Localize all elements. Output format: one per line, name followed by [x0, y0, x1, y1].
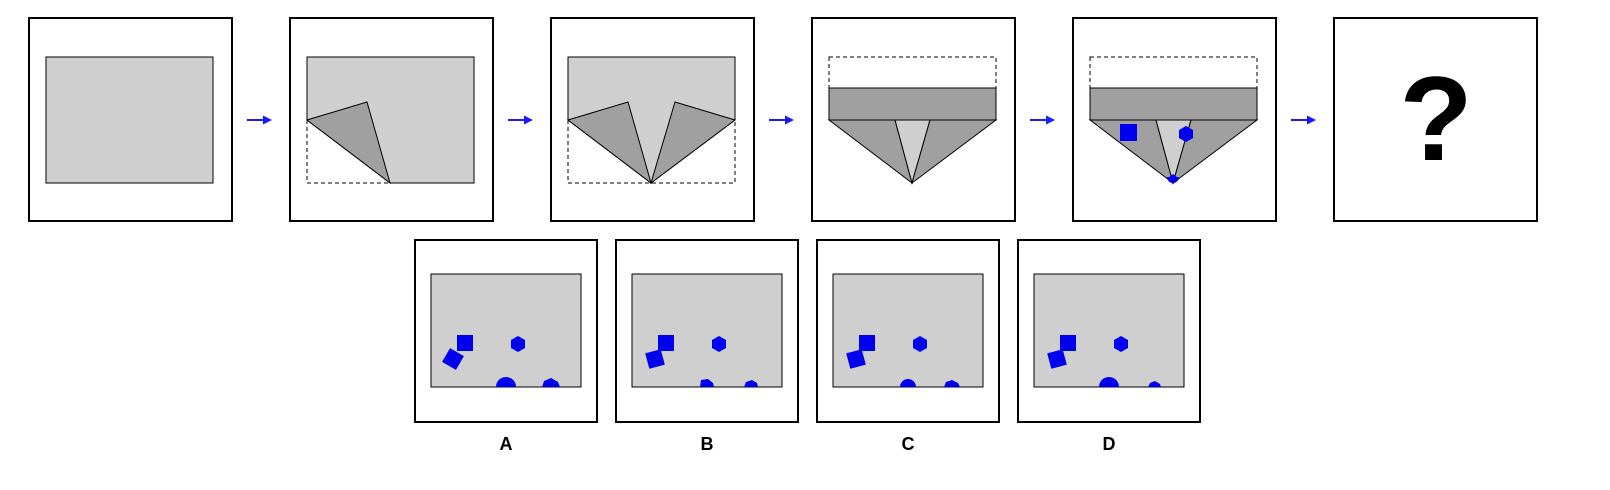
arrow-right-icon [769, 115, 794, 125]
folded-flap-left [566, 101, 652, 185]
punch-circle-icon [1168, 174, 1178, 182]
hexagon-half-icon [542, 378, 560, 387]
square-rotated-icon [846, 349, 866, 369]
square-icon [457, 335, 473, 351]
dashed-fold-outline [1089, 56, 1258, 89]
arrow-right-icon [508, 115, 533, 125]
circle-half-icon [496, 377, 516, 387]
circle-half-icon [700, 379, 714, 387]
dashed-fold-outline [567, 120, 736, 184]
step-1-panel [28, 17, 233, 222]
hexagon-half-icon [744, 380, 758, 387]
option-b-paper [631, 273, 783, 388]
circle-half-icon [900, 379, 916, 387]
folded-top-band [1089, 87, 1258, 121]
circle-half-icon [1099, 377, 1119, 387]
dashed-fold-outline [306, 120, 390, 184]
step-5-panel [1072, 17, 1277, 222]
step-2-panel [289, 17, 494, 222]
option-c[interactable]: C [816, 239, 1000, 454]
folded-flap [305, 101, 391, 185]
square-rotated-icon [645, 349, 665, 369]
arrow-right-icon [1030, 115, 1055, 125]
option-d[interactable]: D [1017, 239, 1201, 454]
square-icon [658, 335, 674, 351]
question-mark: ? [1399, 52, 1472, 186]
option-label: D [1103, 434, 1116, 454]
square-rotated-icon [442, 348, 464, 370]
folded-flap-right [1172, 119, 1259, 185]
option-b[interactable]: B [615, 239, 799, 454]
question-frame [1333, 17, 1538, 222]
square-icon [859, 335, 875, 351]
arrow-right-icon [1291, 115, 1316, 125]
hexagon-half-icon [1148, 381, 1161, 387]
square-rotated-icon [1047, 349, 1067, 369]
punch-square-icon [1120, 124, 1137, 141]
square-icon [1060, 335, 1076, 351]
option-a[interactable]: A [414, 239, 598, 454]
option-label: B [701, 434, 714, 454]
question-panel: ? [1333, 17, 1538, 222]
dashed-fold-outline [828, 56, 997, 89]
hexagon-icon [913, 336, 927, 352]
hexagon-icon [511, 336, 525, 352]
option-label: A [500, 434, 513, 454]
option-label: C [902, 434, 915, 454]
folded-top-band [828, 87, 997, 121]
paper-sheet [45, 56, 214, 184]
hexagon-icon [1114, 336, 1128, 352]
arrow-right-icon [247, 115, 272, 125]
step-3-panel [550, 17, 755, 222]
punch-hexagon-icon [1179, 126, 1193, 142]
option-a-paper [430, 273, 582, 388]
hexagon-half-icon [944, 380, 960, 387]
step-4-panel [811, 17, 1016, 222]
option-c-paper [832, 273, 984, 388]
folded-flap-right [911, 119, 998, 185]
folded-flap-right [650, 101, 737, 185]
option-d-paper [1033, 273, 1185, 388]
hexagon-icon [712, 336, 726, 352]
